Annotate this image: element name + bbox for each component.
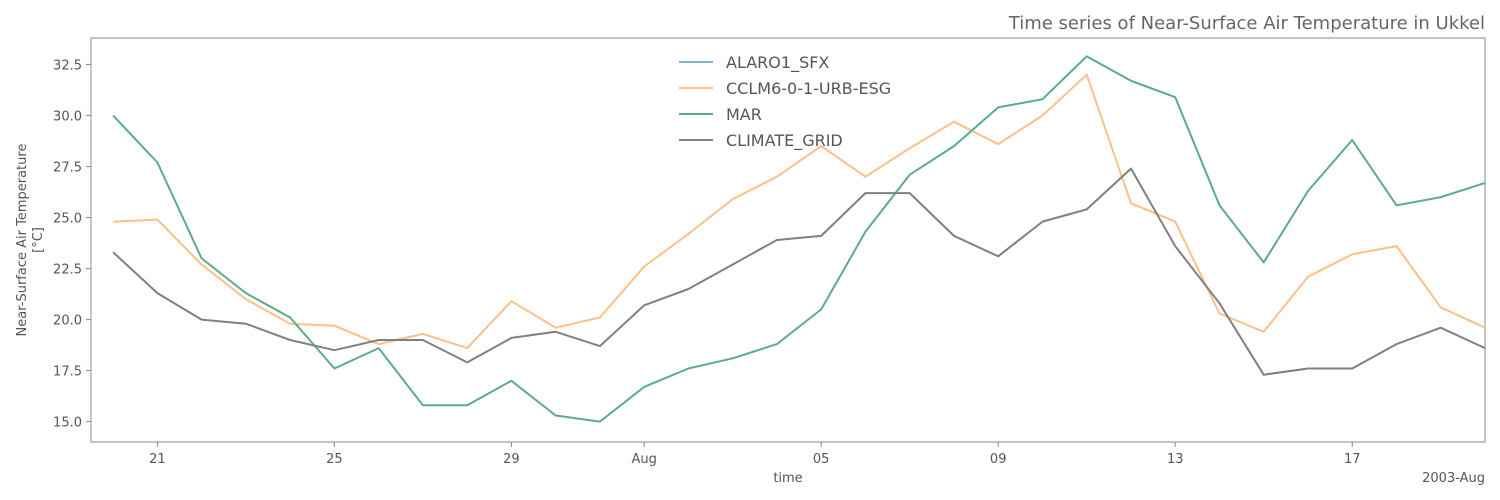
x-tick-label: 29 xyxy=(503,452,520,467)
legend-label-mar: MAR xyxy=(726,105,762,124)
y-tick-label: 32.5 xyxy=(53,59,82,74)
chart-title: Time series of Near-Surface Air Temperat… xyxy=(1008,13,1485,34)
legend-label-alaro1-sfx: ALARO1_SFX xyxy=(726,53,829,73)
x-tick-label: 25 xyxy=(326,452,343,467)
series-line-mar xyxy=(112,55,1486,423)
x-tick-label: 09 xyxy=(990,452,1007,467)
x-axis-label: time xyxy=(773,471,802,486)
y-axis-label-line2: [°C] xyxy=(31,227,46,253)
series-lines xyxy=(112,55,1486,423)
x-axis-offset-label: 2003-Aug xyxy=(1422,471,1485,486)
y-axis-label-line1: Near-Surface Air Temperature xyxy=(15,144,30,337)
series-line-cclm6-0-1-urb-esg xyxy=(113,73,1486,350)
y-tick-label: 25.0 xyxy=(53,212,82,227)
legend-label-climate-grid: CLIMATE_GRID xyxy=(726,131,843,151)
x-tick-label: 17 xyxy=(1344,452,1361,467)
x-tick-label: 13 xyxy=(1167,452,1184,467)
y-tick-label: 15.0 xyxy=(53,416,82,431)
legend-label-cclm6-0-1-urb-esg: CCLM6-0-1-URB-ESG xyxy=(726,79,891,98)
y-tick-label: 20.0 xyxy=(53,314,82,329)
x-tick-label: 05 xyxy=(813,452,830,467)
y-tick-label: 17.5 xyxy=(53,365,82,380)
axes: 15.0 17.5 20.0 22.5 25.0 27.5 30.0 32.5 21 25 29 Au… xyxy=(53,59,1360,467)
legend: ALARO1_SFX CCLM6-0-1-URB-ESG MAR CLIMATE_GR… xyxy=(679,53,891,151)
x-tick-label: 21 xyxy=(149,452,166,467)
series-line-climate-grid xyxy=(112,167,1486,376)
y-tick-label: 30.0 xyxy=(53,110,82,125)
y-tick-label: 27.5 xyxy=(53,161,82,176)
x-tick-label: Aug xyxy=(631,452,656,467)
plot-area-frame xyxy=(90,37,1486,443)
y-tick-label: 22.5 xyxy=(53,263,82,278)
